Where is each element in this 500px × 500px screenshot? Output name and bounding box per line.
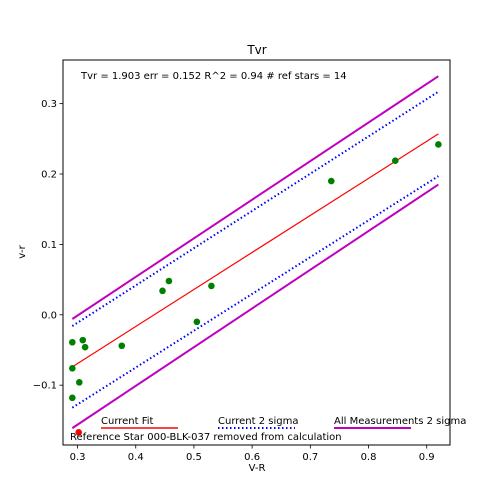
data-point-2: [69, 394, 76, 402]
y-axis-ticks: −0.1 0.0 0.1 0.2 0.3: [33, 99, 63, 392]
y-tick-label-3: 0.2: [41, 170, 57, 181]
y-axis-label: v-r: [17, 244, 28, 258]
data-points: [69, 141, 442, 436]
data-point-12: [391, 157, 399, 164]
data-point-11: [327, 177, 335, 185]
y-tick-label-4: 0.3: [41, 99, 57, 110]
data-point-6: [118, 342, 126, 350]
data-point-0: [69, 338, 76, 346]
series-line-2: [71, 175, 439, 409]
x-tick-label-3: 0.6: [244, 452, 260, 463]
series-line-0: [71, 133, 439, 368]
x-tick-label-6: 0.9: [419, 452, 435, 463]
axes-frame: [62, 59, 451, 446]
removed-point: [75, 429, 83, 436]
data-point-8: [165, 277, 173, 285]
fit-annotation: Tvr = 1.903 err = 0.152 R^2 = 0.94 # ref…: [80, 71, 347, 82]
series-line-3: [71, 75, 439, 320]
data-point-13: [435, 141, 442, 148]
plot-area: [62, 59, 451, 446]
legend-note-removed-star: Reference Star 000-BLK-037 removed from …: [70, 432, 342, 443]
chart-title: Tvr: [246, 43, 266, 57]
legend-label-all-measurements-2-sigma: All Measurements 2 sigma: [334, 416, 466, 427]
x-axis-ticks: 0.3 0.4 0.5 0.6 0.7 0.8 0.9: [70, 445, 435, 463]
x-tick-label-1: 0.4: [128, 452, 144, 463]
x-tick-label-5: 0.8: [361, 452, 377, 463]
data-point-4: [79, 336, 87, 344]
legend-label-current-2-sigma: Current 2 sigma: [218, 416, 298, 427]
series-line-4: [71, 183, 439, 429]
x-tick-label-2: 0.5: [186, 452, 202, 463]
y-tick-label-0: −0.1: [33, 381, 57, 392]
y-tick-label-2: 0.1: [41, 240, 57, 251]
data-point-10: [208, 282, 215, 290]
y-tick-label-1: 0.0: [41, 310, 57, 321]
legend-label-current-fit: Current Fit: [101, 416, 154, 427]
legend: Current Fit Current 2 sigma All Measurem…: [70, 416, 466, 443]
series-line-1: [71, 90, 439, 327]
series-lines: [71, 75, 439, 429]
data-point-3: [75, 379, 83, 386]
x-tick-label-0: 0.3: [70, 452, 86, 463]
data-point-1: [69, 364, 76, 372]
data-point-7: [159, 287, 166, 295]
x-tick-label-4: 0.7: [302, 452, 318, 463]
data-point-5: [81, 343, 89, 351]
data-point-9: [193, 318, 201, 326]
x-axis-label: V-R: [249, 463, 266, 474]
